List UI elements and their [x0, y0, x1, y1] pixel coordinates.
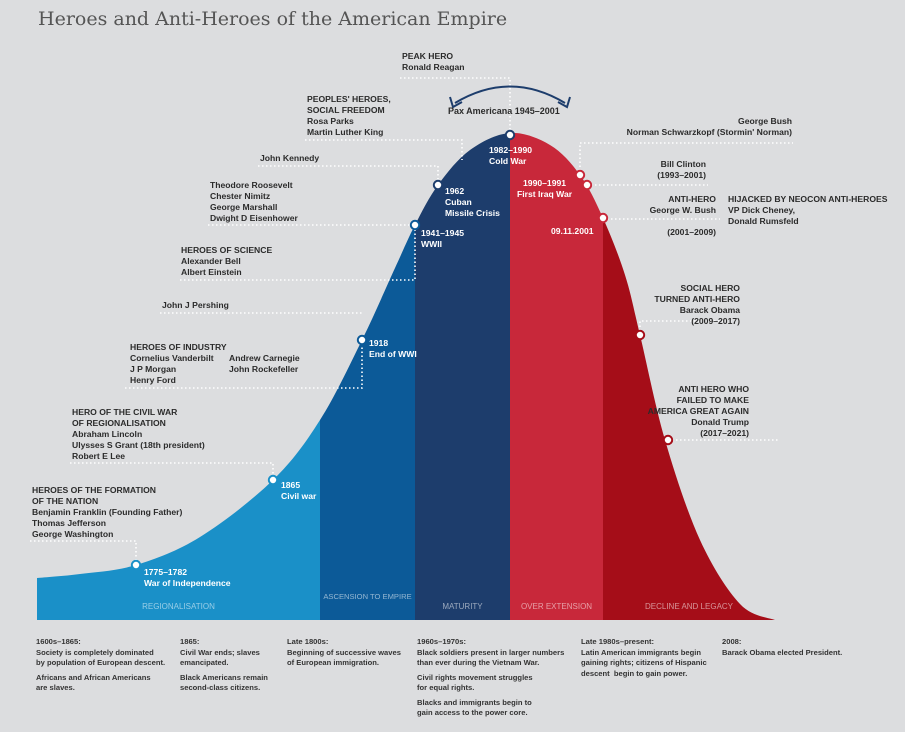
leader-line: [258, 165, 439, 185]
timeline-note: Late 1980s–present: Latin American immigr…: [581, 637, 707, 683]
timeline-marker: [409, 219, 421, 231]
hero-pershing: John J Pershing: [162, 300, 229, 310]
leader-line: [125, 340, 363, 389]
heroes-industry: HEROES OF INDUSTRY Cornelius Vanderbilt J …: [130, 342, 227, 385]
band-label-regionalisation: REGIONALISATION: [142, 602, 215, 611]
event-1918: 1918 End of WWI: [369, 338, 417, 359]
timeline-marker: [130, 559, 142, 571]
event-1775: 1775–1782 War of Independence: [144, 567, 231, 588]
band-label-ascension: ASCENSION TO EMPIRE: [323, 592, 412, 601]
event-2001: 09.11.2001: [551, 226, 594, 236]
note-text: Beginning of successive waves of Europea…: [287, 647, 401, 668]
leader-line: [400, 77, 511, 133]
note-text: Black soldiers present in larger numbers…: [417, 647, 565, 668]
timeline-marker: [574, 169, 586, 181]
note-heading: Late 1980s–present:: [581, 637, 655, 646]
band-ascension: [320, 132, 415, 620]
timeline-marker: [597, 212, 609, 224]
leader-line: [579, 142, 793, 175]
anti-hero-bush: ANTI-HERO George W. Bush (2001–2009): [649, 194, 716, 237]
timeline-marker: [504, 129, 516, 141]
leader-line: [70, 462, 274, 480]
timeline-note: 1600s–1865: Society is completely dominat…: [36, 637, 165, 698]
note-text: Barack Obama elected President.: [722, 647, 843, 657]
note-heading: 1960s–1970s:: [417, 637, 466, 646]
note-heading: 2008:: [722, 637, 742, 646]
note-heading: 1865:: [180, 637, 200, 646]
timeline-marker: [267, 474, 279, 486]
leader-line: [305, 139, 463, 160]
timeline-marker: [356, 334, 368, 346]
pax-arrow-right-head: [557, 96, 571, 109]
timeline-note: 1865: Civil War ends; slaves emancipated.…: [180, 637, 268, 698]
note-text: Black Americans remain second-class citi…: [180, 672, 268, 693]
timeline-marker: [662, 434, 674, 446]
event-1865: 1865 Civil war: [281, 480, 317, 501]
leader-line: [30, 540, 137, 565]
note-heading: Late 1800s:: [287, 637, 329, 646]
note-text: Society is completely dominated by popul…: [36, 647, 166, 668]
hero-obama: SOCIAL HERO TURNED ANTI-HERO Barack Obama(…: [654, 283, 740, 326]
timeline-note: 1960s–1970s: Black soldiers present in la…: [417, 637, 564, 723]
event-1962: 1962 Cuban Missile Crisis: [445, 186, 500, 218]
note-text: Civil War ends; slaves emancipated.: [180, 647, 260, 668]
band-over-extension: [510, 132, 603, 620]
note-text: Africans and African Americans are slave…: [36, 672, 151, 693]
note-text: Latin American immigrants begin gaining …: [581, 647, 707, 678]
note-text: Civil rights movement struggles for equa…: [417, 672, 533, 693]
event-1941: 1941–1945 WWII: [421, 228, 465, 249]
note-text: Blacks and immigrants begin to gain acce…: [417, 697, 532, 718]
leader-lines: [30, 77, 793, 565]
peak-hero: PEAK HERO Ronald Reagan: [402, 51, 465, 72]
timeline-note: Late 1800s: Beginning of successive waves…: [287, 637, 401, 673]
heroes-industry-col2: Andrew Carnegie John Rockefeller: [229, 353, 300, 374]
heroes-science: HEROES OF SCIENCE Alexander Bell Albert Ei…: [181, 245, 273, 277]
timeline-marker: [432, 179, 444, 191]
band-label-decline: DECLINE AND LEGACY: [644, 602, 734, 611]
heroes-peoples: PEOPLES' HEROES, SOCIAL FREEDOM Rosa Parks…: [307, 94, 391, 137]
pax-arrow-left-head: [449, 96, 463, 109]
timeline-note: 2008: Barack Obama elected President.: [722, 637, 842, 662]
hero-clinton: Bill Clinton (1993–2001): [657, 159, 706, 180]
heroes-bush: George Bush Norman Schwarzkopf (Stormin' …: [626, 116, 792, 137]
timeline-marker: [634, 329, 646, 341]
anti-hero-trump: ANTI HERO WHO FAILED TO MAKE AMERICA GREAT…: [647, 384, 749, 438]
band-label-over-extension: OVER EXTENSION: [520, 602, 593, 611]
event-1982: 1982–1990 Cold War: [489, 145, 533, 166]
page-title: Heroes and Anti-Heroes of the American E…: [38, 8, 508, 30]
event-1990: 1990–1991 First Iraq War: [517, 178, 573, 199]
pax-americana-label: Pax Americana 1945–2001: [448, 106, 560, 116]
band-maturity: [415, 132, 510, 620]
neocon-anti-heroes: HIJACKED BY NEOCON ANTI-HEROES VP Dick Ch…: [728, 194, 888, 226]
heroes-formation: HEROES OF THE FORMATION OF THE NATION Benj…: [32, 485, 183, 539]
band-label-maturity: MATURITY: [442, 602, 483, 611]
heroes-civil-war: HERO OF THE CIVIL WAR OF REGIONALISATION A…: [72, 407, 205, 461]
pax-arrow: [454, 85, 566, 104]
timeline-marker: [581, 179, 593, 191]
hero-kennedy: John Kennedy: [260, 153, 320, 163]
heroes-roosevelt: Theodore Roosevelt Chester Nimitz George M…: [210, 180, 298, 223]
note-heading: 1600s–1865:: [36, 637, 81, 646]
